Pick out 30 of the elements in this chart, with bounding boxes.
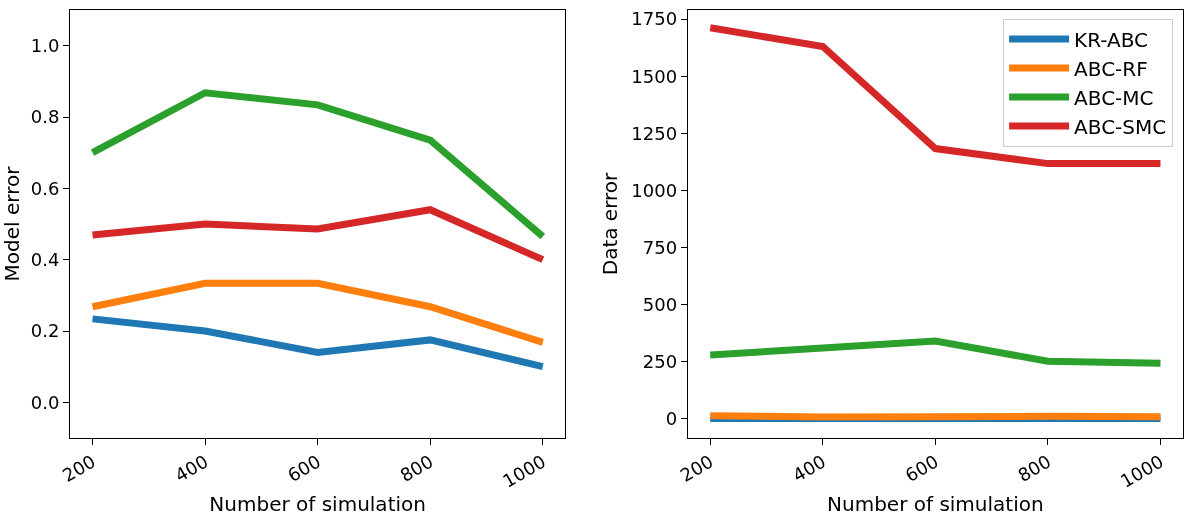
legend-label: ABC-RF xyxy=(1074,56,1148,81)
y-tick-label: 1750 xyxy=(631,8,678,30)
x-tick-label: 600 xyxy=(283,450,325,487)
y-tick-label: 1000 xyxy=(631,179,678,201)
x-tick-label: 200 xyxy=(58,450,100,487)
legend-label: ABC-MC xyxy=(1074,85,1154,110)
y-axis-title: Data error xyxy=(597,171,622,276)
y-tick-label: 1500 xyxy=(631,65,678,87)
y-tick-label: 0.4 xyxy=(30,248,60,270)
y-tick-label: 0.0 xyxy=(30,391,60,413)
legend-label: ABC-SMC xyxy=(1074,114,1167,139)
y-tick-label: 1250 xyxy=(631,122,678,144)
y-tick-label: 0.6 xyxy=(30,177,60,199)
y-tick-label: 750 xyxy=(642,236,678,258)
y-tick-label: 500 xyxy=(642,293,678,315)
x-tick-label: 800 xyxy=(396,450,437,487)
y-tick-label: 0.2 xyxy=(30,320,60,342)
x-axis-title: Number of simulation xyxy=(209,492,426,517)
x-tick-label: 200 xyxy=(676,450,717,487)
x-tick-label: 400 xyxy=(171,450,212,487)
y-tick-label: 1.0 xyxy=(30,34,60,56)
y-tick-label: 0.8 xyxy=(30,106,60,128)
legend-label: KR-ABC xyxy=(1074,27,1149,52)
y-tick-label: 250 xyxy=(642,350,678,372)
x-tick-label: 400 xyxy=(789,450,830,487)
x-axis-title: Number of simulation xyxy=(827,492,1044,517)
y-tick-label: 0 xyxy=(665,407,678,429)
x-tick-label: 600 xyxy=(901,450,942,487)
y-axis-title: Model error xyxy=(0,165,24,282)
x-tick-label: 800 xyxy=(1014,450,1055,487)
